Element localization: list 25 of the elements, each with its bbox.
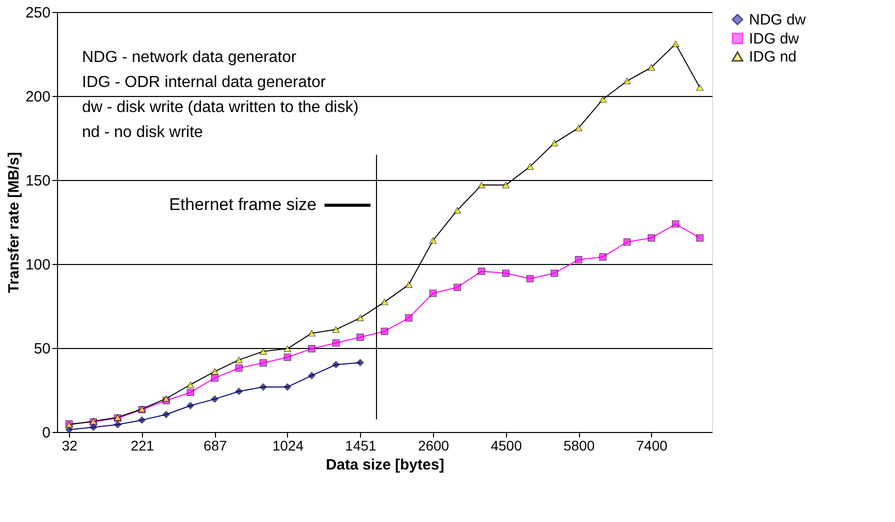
y-tick-label: 200 bbox=[25, 88, 50, 106]
annotation: dw - disk write (data written to the disk) bbox=[82, 99, 359, 116]
x-tick-label: 5800 bbox=[563, 438, 595, 454]
y-axis-title: Transfer rate [MB/s] bbox=[5, 152, 22, 293]
x-tick-label: 1024 bbox=[272, 438, 304, 454]
x-tick-label: 4500 bbox=[490, 438, 522, 454]
x-tick-label: 687 bbox=[204, 438, 228, 454]
legend-label: NDG dw bbox=[749, 12, 806, 28]
y-tick-label: 50 bbox=[34, 340, 50, 358]
x-tick-label: 221 bbox=[130, 438, 154, 454]
annotation: IDG - ODR internal data generator bbox=[82, 74, 326, 91]
annotation: NDG - network data generator bbox=[82, 49, 297, 66]
legend-label: IDG dw bbox=[749, 30, 800, 48]
y-tick-label: 100 bbox=[25, 256, 50, 274]
x-tick-label: 1451 bbox=[345, 438, 377, 454]
y-tick-label: 0 bbox=[42, 424, 50, 442]
x-tick-label: 7400 bbox=[636, 438, 668, 454]
legend-label: IDG nd bbox=[749, 48, 797, 66]
annotation: nd - no disk write bbox=[82, 124, 204, 141]
y-tick-label: 250 bbox=[25, 4, 50, 22]
x-tick-label: 2600 bbox=[418, 438, 450, 454]
x-tick-label: 32 bbox=[62, 438, 78, 454]
y-tick-label: 150 bbox=[25, 172, 50, 190]
annotation: Ethernet frame size bbox=[169, 195, 316, 214]
x-axis-title: Data size [bytes] bbox=[326, 456, 444, 474]
